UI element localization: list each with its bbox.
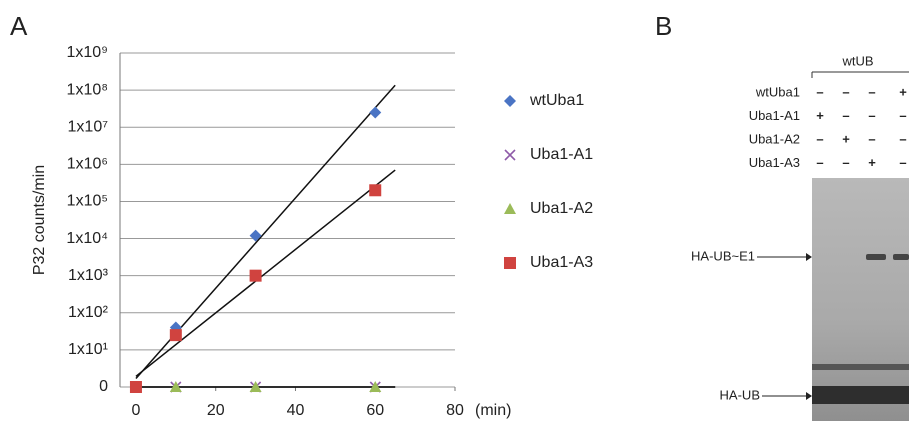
x-tick-label: 60 xyxy=(366,402,384,419)
gel-band xyxy=(812,386,909,404)
gel-band xyxy=(893,254,909,260)
lane-sign: + xyxy=(899,84,907,99)
band-label: HA-UB xyxy=(720,387,760,402)
y-tick-label: 1x10⁶ xyxy=(67,156,108,173)
lane-sign: – xyxy=(842,108,849,123)
legend-label: Uba1-A1 xyxy=(530,146,593,163)
x-axis-label: (min) xyxy=(475,402,511,419)
lane-sign: – xyxy=(842,155,849,170)
legend-marker xyxy=(504,257,516,269)
lane-row-label: Uba1-A3 xyxy=(749,155,800,170)
x-tick-label: 0 xyxy=(131,402,140,419)
panel-label: B xyxy=(655,11,672,41)
lane-row-label: Uba1-A2 xyxy=(749,131,800,146)
y-tick-label: 1x10⁹ xyxy=(66,44,108,61)
legend-label: Uba1-A2 xyxy=(530,200,593,217)
x-tick-label: 40 xyxy=(287,402,305,419)
lane-sign: – xyxy=(816,84,823,99)
lane-sign: – xyxy=(899,131,906,146)
marker xyxy=(250,230,262,242)
y-axis-label: P32 counts/min xyxy=(31,165,48,275)
gel-image xyxy=(812,178,909,421)
legend-marker xyxy=(505,150,515,160)
lane-row-label: wtUba1 xyxy=(755,84,800,99)
y-tick-label: 1x10⁴ xyxy=(66,230,108,247)
gel-band xyxy=(812,364,909,370)
y-tick-label: 1x10⁷ xyxy=(68,118,109,135)
y-tick-label: 0 xyxy=(99,378,108,395)
panel-label: A xyxy=(10,11,28,41)
figure: A B P32 counts/min (min) wtUB HA-UB~E1 H… xyxy=(0,0,909,421)
legend-label: wtUba1 xyxy=(529,92,584,109)
x-tick-label: 20 xyxy=(207,402,225,419)
lane-sign: + xyxy=(842,131,850,146)
gel-panel: wtUB HA-UB~E1 HA-UB xyxy=(691,53,909,421)
legend-marker xyxy=(504,203,516,214)
lane-sign: – xyxy=(816,131,823,146)
y-tick-label: 1x10⁵ xyxy=(67,193,108,210)
y-tick-label: 1x10³ xyxy=(68,267,109,284)
band-label: HA-UB~E1 xyxy=(691,248,755,263)
marker xyxy=(130,381,142,393)
x-tick-label: 80 xyxy=(446,402,464,419)
marker xyxy=(170,329,182,341)
y-tick-label: 1x10² xyxy=(68,304,109,321)
lane-sign: – xyxy=(868,84,875,99)
lane-sign: + xyxy=(868,155,876,170)
gel-band xyxy=(866,254,886,260)
y-tick-label: 1x10⁸ xyxy=(67,81,108,98)
lane-sign: + xyxy=(816,108,824,123)
lane-sign: – xyxy=(842,84,849,99)
lane-sign: – xyxy=(868,131,875,146)
group-label: wtUB xyxy=(841,53,873,68)
marker xyxy=(250,270,262,282)
arrow-head xyxy=(806,392,812,400)
lane-sign: – xyxy=(899,108,906,123)
lane-sign: – xyxy=(899,155,906,170)
arrow-head xyxy=(806,253,812,261)
lane-sign: – xyxy=(868,108,875,123)
legend-label: Uba1-A3 xyxy=(530,254,593,271)
legend-marker xyxy=(504,95,516,107)
marker xyxy=(369,184,381,196)
lane-row-label: Uba1-A1 xyxy=(749,108,800,123)
marker xyxy=(369,106,381,118)
lane-sign: – xyxy=(816,155,823,170)
y-tick-label: 1x10¹ xyxy=(68,341,108,358)
